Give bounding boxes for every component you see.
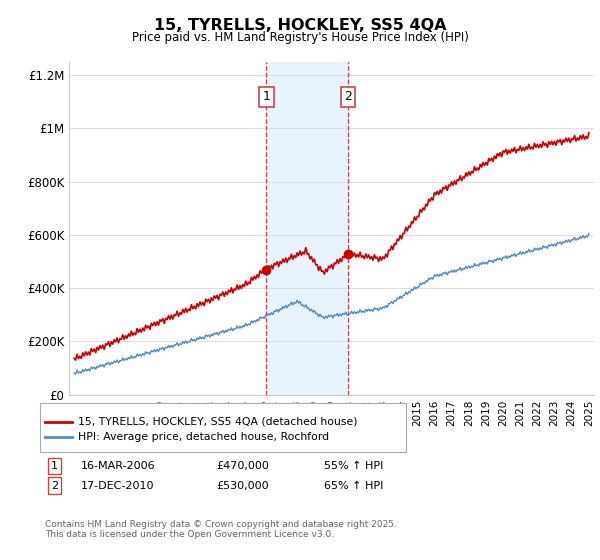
- Text: Contains HM Land Registry data © Crown copyright and database right 2025.
This d: Contains HM Land Registry data © Crown c…: [45, 520, 397, 539]
- Text: 16-MAR-2006: 16-MAR-2006: [81, 461, 155, 471]
- Text: £470,000: £470,000: [216, 461, 269, 471]
- Bar: [266, 62, 348, 395]
- Text: HPI: Average price, detached house, Rochford: HPI: Average price, detached house, Roch…: [78, 432, 329, 442]
- Text: 2: 2: [344, 90, 352, 103]
- Text: 2: 2: [51, 480, 58, 491]
- Text: 1: 1: [263, 90, 271, 103]
- Text: 1: 1: [51, 461, 58, 471]
- Text: £530,000: £530,000: [216, 480, 269, 491]
- Text: 15, TYRELLS, HOCKLEY, SS5 4QA: 15, TYRELLS, HOCKLEY, SS5 4QA: [154, 18, 446, 33]
- Text: 15, TYRELLS, HOCKLEY, SS5 4QA (detached house): 15, TYRELLS, HOCKLEY, SS5 4QA (detached …: [78, 417, 358, 427]
- Text: 65% ↑ HPI: 65% ↑ HPI: [324, 480, 383, 491]
- Text: 55% ↑ HPI: 55% ↑ HPI: [324, 461, 383, 471]
- Text: Price paid vs. HM Land Registry's House Price Index (HPI): Price paid vs. HM Land Registry's House …: [131, 31, 469, 44]
- Text: 17-DEC-2010: 17-DEC-2010: [81, 480, 155, 491]
